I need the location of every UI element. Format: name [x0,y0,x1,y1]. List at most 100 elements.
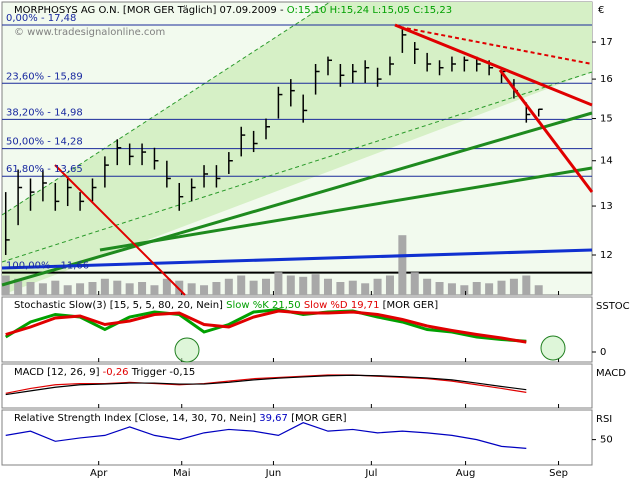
volume-bar [423,278,432,295]
volume-bar [200,285,209,295]
y-tick-label: 0 [600,347,606,358]
y-tick-label: 16 [600,74,613,85]
volume-bar [262,278,271,295]
indicator-line [5,374,527,394]
volume-bar [373,278,382,295]
indicator-line [5,374,527,396]
volume-bar [138,282,147,295]
volume-bar [150,285,159,295]
y-tick-label: 15 [600,114,613,125]
panel-title: MORPHOSYS AG O.N. [MOR GER Täglich] 07.0… [14,5,455,16]
channel-line [1,1,331,216]
fib-label: 50,00% - 14,28 [6,137,83,148]
volume-bar [51,280,60,295]
y-tick-label: 12 [600,250,613,261]
volume-bar [224,278,233,295]
volume-bar [38,283,47,295]
x-tick-label: Mai [173,468,191,479]
volume-bar [100,278,109,295]
volume-bar [336,282,345,295]
spacer [195,367,198,378]
legend-name: Slow %D [304,300,348,311]
indicator-line [5,422,527,449]
panel-title: Stochastic Slow(3) [15, 5, 5, 80, 20, Ne… [14,300,441,311]
volume-bar [410,272,419,295]
y-tick-label: 14 [600,156,613,167]
panel-title: MACD [12, 26, 9] -0,26 Trigger -0,15 [14,367,198,378]
volume-bar [435,282,444,295]
fib-label: 100,00% - 11,66 [6,261,89,272]
x-tick-label: Apr [90,468,108,479]
trendlines [1,23,594,363]
legend-value: -0,26 [103,367,129,378]
volume-bar [460,285,469,295]
trendline [498,69,594,193]
volume-bar [299,276,308,295]
fib-label: 61,80% - 13,65 [6,164,83,175]
y-tick-label: 13 [600,201,613,212]
title: MORPHOSYS AG O.N. [MOR GER Täglich] 07.0… [14,5,284,16]
volume-bar [187,283,196,295]
volume-bar [286,275,295,295]
fib-label: 0,00% - 17,48 [6,13,76,24]
volume-bar [162,278,171,295]
volume-bar [323,278,332,295]
legend-value: 21,50 [272,300,301,311]
y-tick-label: 17 [600,37,613,48]
volume-bar [522,275,531,295]
volume-bar [26,282,35,295]
y-tick-label: 50 [600,435,613,446]
labels: 0,00% - 17,48 23,60% - 15,89 38,20% - 14,9… [6,5,630,479]
title: Stochastic Slow(3) [15, 5, 5, 80, 20, Ne… [14,300,223,311]
volume-bar [311,274,320,295]
legend-value: 19,71 [351,300,380,311]
volume-bar [509,278,518,295]
x-tick-label: Jun [265,468,282,479]
volume-bar [398,235,407,295]
source: [MOR GER] [291,413,347,424]
x-tick-label: Jul [364,468,377,479]
channel-line [1,71,593,263]
trendline [54,164,186,296]
volume-bar [361,283,370,295]
source: [MOR GER] [383,300,439,311]
volume-bar [249,280,258,295]
volume-bar [63,285,72,295]
legend-name: Trigger [131,367,167,378]
volume-bar [212,282,221,295]
title: MACD [12, 26, 9] [14,367,100,378]
ohlc-summary: O:15,10 H:15,24 L:15,05 C:15,23 [287,5,452,16]
legend-name: Slow %K [226,300,269,311]
panel-title: Relative Strength Index [Close, 14, 30, … [14,413,350,424]
volume-bar [497,280,506,295]
panel-label: MACD [596,368,626,379]
volume-bar [274,272,283,295]
spacer [347,413,350,424]
rsi-panel [1,409,593,466]
trendline [1,111,593,287]
title: Relative Strength Index [Close, 14, 30, … [14,413,256,424]
watermark: © www.tradesignalonline.com [14,27,165,38]
trendline [394,23,593,107]
spacer [438,300,441,311]
trendline [99,166,593,252]
x-tick-label: Aug [456,468,476,479]
volume-bar [485,283,494,295]
legend-value: -0,15 [169,367,195,378]
volume-bar [237,275,246,295]
spacer [452,5,455,16]
trendline [1,248,593,270]
volume-bar [348,280,357,295]
trendline [399,26,593,65]
indicator-line [5,309,527,344]
fib-label: 23,60% - 15,89 [6,71,83,82]
volume-bar [447,283,456,295]
volume-bar [88,282,97,295]
volume-bar [385,275,394,295]
legend-value: 39,67 [259,413,288,424]
panel-label: SSTOC [596,301,630,312]
panel-label: RSI [596,414,612,425]
volume-bar [113,280,122,295]
